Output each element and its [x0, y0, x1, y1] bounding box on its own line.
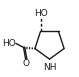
Text: HO: HO: [2, 39, 15, 48]
Text: NH: NH: [44, 63, 57, 72]
Text: HO: HO: [34, 9, 48, 18]
Text: O: O: [23, 59, 30, 68]
